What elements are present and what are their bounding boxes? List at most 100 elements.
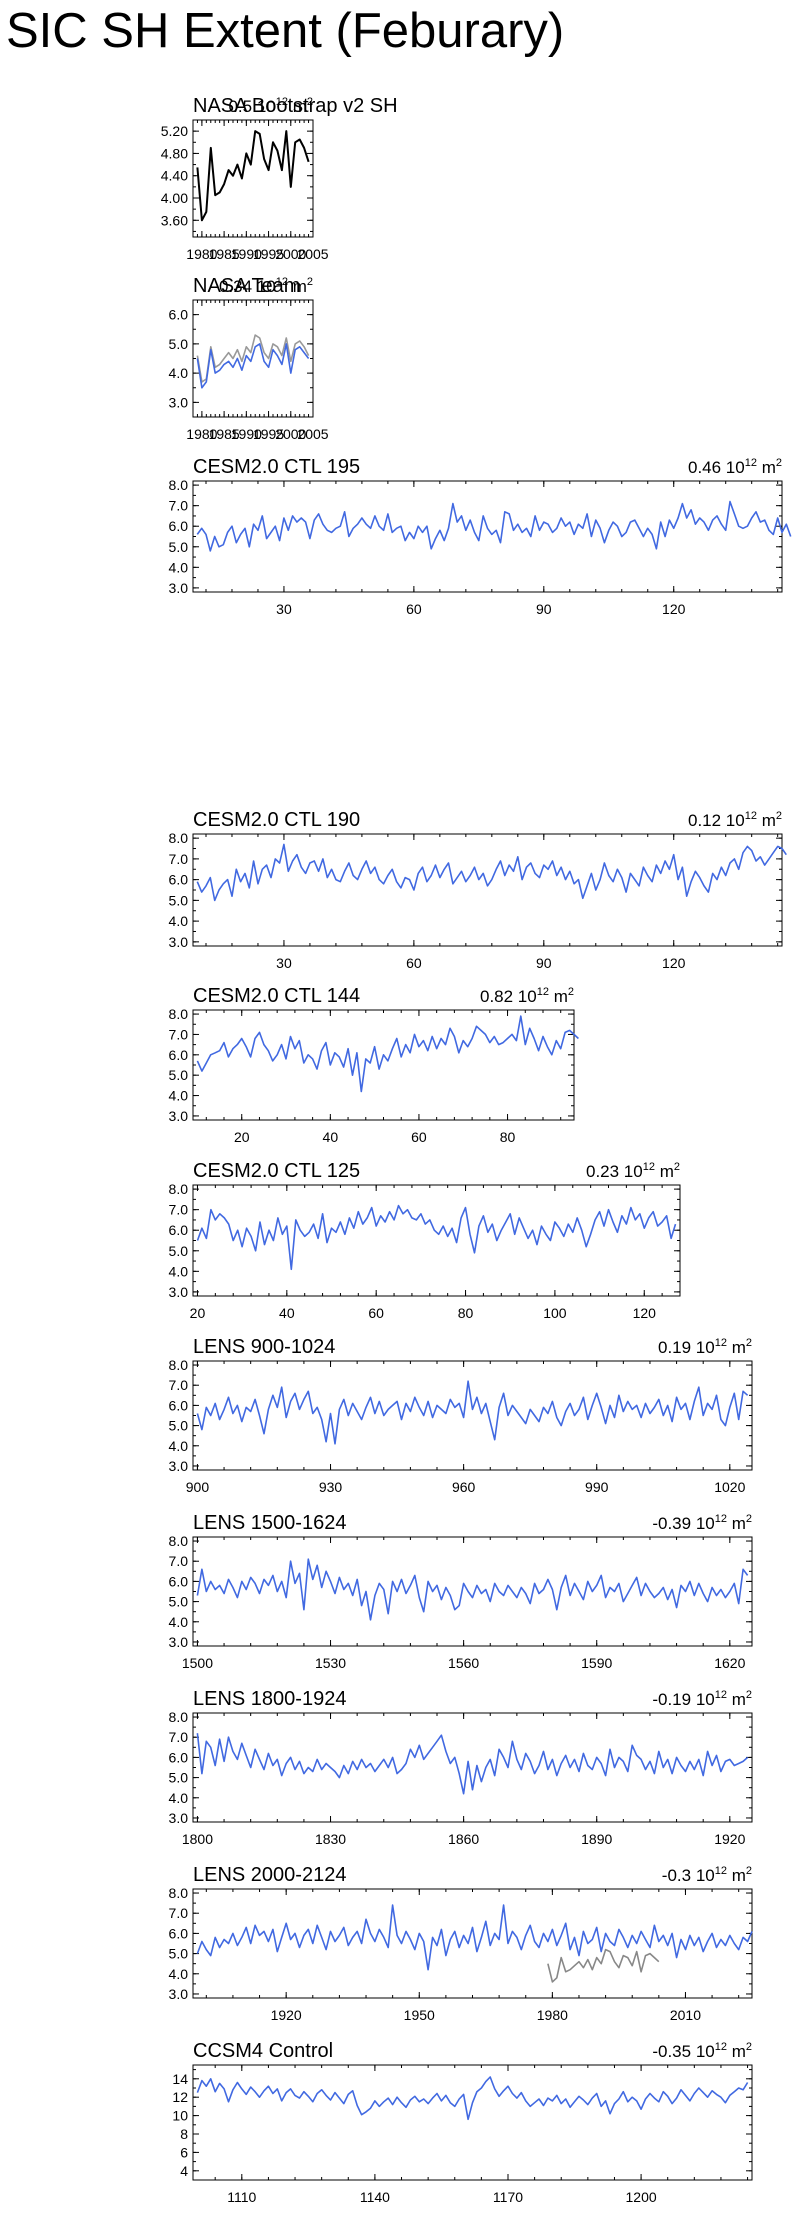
chart-panel-ccsm4: 4681012141110 1140 1170 1200CCSM4 Control -0… bbox=[172, 2040, 752, 2205]
trend-exponent: 12 bbox=[715, 2041, 727, 2053]
chart-panel-lens-900: 3.0 4.0 5.0 6.0 7.0 8.0 900 930 960 990 1020 LENS 9… bbox=[169, 1336, 752, 1495]
y-tick-label: 8 bbox=[180, 2126, 188, 2142]
series-line-0 bbox=[197, 1559, 747, 1620]
trend-unit-exponent: 2 bbox=[746, 1513, 752, 1525]
trend-unit: m bbox=[727, 2042, 746, 2061]
x-tick-label: 1800 bbox=[182, 1831, 213, 1847]
x-tick-label: 60 bbox=[368, 1305, 384, 1321]
y-tick-label: 4.0 bbox=[169, 1438, 189, 1454]
x-tick-label: 90 bbox=[536, 601, 552, 617]
trend-label: -0.19 1012 m2 bbox=[652, 1689, 752, 1709]
trend-unit-exponent: 2 bbox=[746, 1337, 752, 1349]
y-tick-label: 7.0 bbox=[169, 498, 189, 514]
x-tick-label: 990 bbox=[585, 1479, 609, 1495]
trend-unit-exponent: 2 bbox=[307, 276, 313, 288]
y-tick-label: 3.0 bbox=[169, 934, 189, 950]
trend-label: 0.82 1012 m2 bbox=[480, 986, 574, 1006]
plot-frame bbox=[193, 300, 313, 417]
trend-unit: m bbox=[288, 97, 307, 116]
series-line-0 bbox=[197, 1733, 747, 1794]
trend-unit: m bbox=[655, 1162, 674, 1181]
y-tick-label: 6.0 bbox=[169, 872, 189, 888]
y-tick-label: 5.0 bbox=[169, 892, 189, 908]
y-tick-label: 5.0 bbox=[169, 1243, 189, 1259]
trend-exponent: 12 bbox=[715, 1337, 727, 1349]
plot-frame bbox=[193, 1010, 574, 1120]
trend-label: 0.19 1012 m2 bbox=[658, 1337, 752, 1357]
trend-label: 0.12 1012 m2 bbox=[688, 810, 782, 830]
y-tick-label: 6.0 bbox=[169, 1222, 189, 1238]
trend-unit-exponent: 2 bbox=[746, 2041, 752, 2053]
trend-exponent: 12 bbox=[715, 1513, 727, 1525]
x-tick-label: 1110 bbox=[227, 2189, 256, 2205]
y-tick-label: 4.0 bbox=[169, 1263, 189, 1279]
y-tick-label: 6.0 bbox=[169, 1925, 189, 1941]
chart-title: LENS 900-1024 bbox=[193, 1336, 335, 1358]
y-tick-label: 8.0 bbox=[169, 1885, 189, 1901]
y-tick-label: 14 bbox=[172, 2071, 188, 2087]
y-tick-label: 7.0 bbox=[169, 1377, 189, 1393]
x-tick-label: 1830 bbox=[315, 1831, 346, 1847]
trend-value: 0.82 10 bbox=[480, 987, 537, 1006]
y-tick-label: 6.0 bbox=[169, 1573, 189, 1589]
chart-title: LENS 1500-1624 bbox=[193, 1512, 346, 1534]
series-line-0 bbox=[197, 2077, 747, 2119]
y-tick-label: 4.0 bbox=[169, 1966, 189, 1982]
trend-value: -0.39 10 bbox=[652, 1514, 714, 1533]
series-line-0 bbox=[198, 1206, 676, 1270]
trend-unit-exponent: 2 bbox=[746, 1689, 752, 1701]
y-tick-label: 4.0 bbox=[169, 1614, 189, 1630]
trend-value: -0.19 10 bbox=[652, 1690, 714, 1709]
x-tick-label: 40 bbox=[323, 1129, 339, 1145]
y-tick-label: 4.0 bbox=[169, 1088, 189, 1104]
trend-exponent: 12 bbox=[745, 457, 757, 469]
x-tick-label: 900 bbox=[186, 1479, 210, 1495]
y-tick-label: 3.0 bbox=[169, 580, 189, 596]
x-tick-label: 1020 bbox=[714, 1479, 745, 1495]
y-tick-label: 7.0 bbox=[169, 1905, 189, 1921]
y-tick-label: 6.0 bbox=[169, 1047, 189, 1063]
x-tick-label: 930 bbox=[319, 1479, 343, 1495]
y-tick-label: 7.0 bbox=[169, 1553, 189, 1569]
y-tick-label: 8.0 bbox=[169, 1709, 189, 1725]
plot-frame bbox=[193, 1713, 752, 1822]
x-tick-label: 1170 bbox=[493, 2189, 523, 2205]
trend-label: -0.3 1012 m2 bbox=[662, 1865, 752, 1885]
x-tick-label: 1920 bbox=[714, 1831, 745, 1847]
y-tick-label: 10 bbox=[172, 2108, 188, 2124]
trend-exponent: 12 bbox=[276, 276, 288, 288]
trend-value: -0.3 10 bbox=[662, 1866, 715, 1885]
trend-unit: m bbox=[549, 987, 568, 1006]
chart-panel-lens-1800: 3.04.05.06.07.08.01800 1830 1860 1890 1920LE… bbox=[169, 1688, 752, 1847]
x-tick-label: 30 bbox=[276, 601, 292, 617]
y-tick-label: 4.80 bbox=[161, 145, 188, 161]
y-tick-label: 4.0 bbox=[169, 1790, 189, 1806]
trend-exponent: 12 bbox=[537, 986, 549, 998]
y-tick-label: 8.0 bbox=[169, 1357, 189, 1373]
series-line-0 bbox=[197, 1381, 747, 1444]
series-line-1 bbox=[548, 1950, 659, 1982]
series-line-0 bbox=[197, 1905, 752, 1970]
plot-frame bbox=[193, 2065, 752, 2180]
chart-panel-nasa-team: 3.04.05.06.0198019851990199520002005NASA… bbox=[169, 275, 329, 442]
y-tick-label: 8.0 bbox=[169, 1006, 189, 1022]
trend-exponent: 12 bbox=[745, 810, 757, 822]
chart-title: CESM2.0 CTL 190 bbox=[193, 809, 360, 831]
trend-unit-exponent: 2 bbox=[776, 810, 782, 822]
x-tick-label: 120 bbox=[662, 601, 686, 617]
trend-value: 0.12 10 bbox=[688, 811, 745, 830]
x-tick-label: 1890 bbox=[581, 1831, 612, 1847]
y-tick-label: 4.00 bbox=[161, 190, 188, 206]
trend-label: 0.34 1012 m2 bbox=[219, 276, 313, 296]
x-tick-label: 60 bbox=[406, 601, 422, 617]
y-tick-label: 3.0 bbox=[169, 1458, 189, 1474]
trend-unit: m bbox=[727, 1338, 746, 1357]
trend-label: -0.35 1012 m2 bbox=[652, 2041, 752, 2061]
plot-frame bbox=[193, 834, 782, 946]
x-tick-label: 1950 bbox=[404, 2007, 435, 2023]
trend-label: -0.39 1012 m2 bbox=[652, 1513, 752, 1533]
chart-title: CCSM4 Control bbox=[193, 2040, 333, 2062]
chart-panel-lens-1500: 3.0 4.0 5.0 6.0 7.0 8.0 1500 1530 1560 1590 1620 LE… bbox=[169, 1512, 752, 1671]
x-tick-label: 1200 bbox=[626, 2189, 657, 2205]
